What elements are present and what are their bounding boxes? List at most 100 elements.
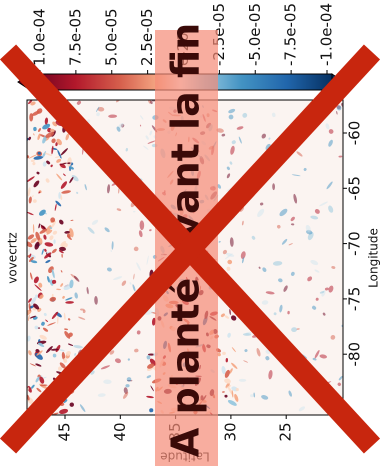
field-blob	[45, 319, 49, 322]
field-blob	[41, 248, 44, 255]
field-blob	[126, 377, 132, 382]
field-blob	[65, 133, 70, 141]
field-blob	[136, 330, 141, 335]
field-blob	[56, 288, 61, 291]
field-blob	[324, 287, 329, 291]
field-blob	[76, 191, 79, 194]
field-blob	[82, 309, 86, 314]
field-blob	[265, 356, 270, 361]
field-blob	[36, 171, 40, 175]
field-blob	[53, 239, 56, 244]
field-blob	[250, 394, 254, 398]
colorbar-tick-label: 5.0e-05	[102, 8, 120, 66]
x-tick-label: -80	[346, 342, 364, 367]
x-tick-label: -70	[346, 231, 364, 256]
field-blob	[291, 174, 301, 177]
field-blob	[227, 400, 237, 406]
field-blob	[238, 136, 242, 144]
field-blob	[35, 231, 41, 241]
colorbar-tick-label: 2.5e-05	[138, 8, 156, 66]
field-blob	[43, 234, 47, 240]
field-blob	[258, 266, 261, 269]
field-blob	[107, 184, 111, 194]
field-blob	[328, 139, 333, 147]
field-blob	[229, 308, 231, 316]
field-blob	[33, 133, 35, 136]
field-blob	[51, 138, 56, 144]
field-blob	[110, 249, 112, 253]
field-blob	[67, 318, 71, 321]
field-blob	[310, 260, 319, 266]
field-blob	[125, 384, 130, 388]
field-blob	[31, 195, 34, 197]
field-blob	[27, 211, 34, 216]
x-axis-label: Longitude	[367, 228, 380, 288]
field-blob	[84, 184, 87, 191]
field-blob	[225, 252, 235, 257]
field-blob	[272, 261, 283, 266]
field-blob	[50, 128, 55, 133]
field-blob	[50, 348, 59, 351]
field-blob	[36, 387, 42, 393]
field-blob	[314, 209, 320, 214]
field-blob	[51, 279, 57, 284]
field-blob	[33, 155, 43, 160]
field-blob	[67, 162, 71, 164]
field-blob	[146, 375, 152, 379]
field-blob	[325, 123, 330, 130]
field-blob	[27, 255, 31, 258]
field-blob	[133, 273, 135, 280]
field-blob	[74, 292, 78, 299]
field-blob	[73, 345, 83, 349]
field-blob	[290, 216, 295, 222]
field-blob	[123, 391, 129, 399]
field-blob	[65, 351, 71, 356]
field-blob	[336, 105, 342, 111]
field-blob	[104, 227, 110, 233]
field-blob	[35, 363, 42, 367]
field-blob	[64, 328, 68, 331]
field-blob	[224, 378, 231, 384]
field-blob	[34, 325, 39, 330]
field-blob	[60, 270, 63, 273]
field-blob	[38, 209, 46, 216]
field-blob	[261, 395, 269, 400]
field-blob	[63, 312, 66, 321]
field-blob	[140, 115, 144, 120]
field-blob	[69, 228, 74, 238]
field-blob	[39, 228, 48, 234]
field-blob	[44, 117, 49, 125]
field-blob	[65, 297, 73, 301]
field-blob	[236, 126, 244, 130]
field-blob	[106, 267, 112, 272]
field-blob	[139, 220, 145, 231]
field-blob	[46, 160, 51, 165]
field-blob	[229, 237, 234, 247]
field-blob	[225, 382, 230, 389]
field-blob	[303, 167, 307, 171]
variable-label: vovecrtz	[6, 232, 20, 283]
field-blob	[103, 379, 112, 385]
field-blob	[305, 224, 311, 232]
field-blob	[336, 110, 338, 115]
field-blob	[28, 314, 30, 322]
field-blob	[63, 399, 68, 403]
field-blob	[222, 249, 227, 255]
field-blob	[227, 332, 231, 338]
field-blob	[38, 191, 41, 194]
field-blob	[67, 157, 72, 167]
field-blob	[69, 176, 74, 184]
field-blob	[54, 203, 57, 211]
field-blob	[49, 296, 57, 302]
field-blob	[127, 358, 130, 361]
field-blob	[149, 229, 152, 232]
field-blob	[30, 260, 38, 264]
field-blob	[39, 294, 44, 300]
field-blob	[31, 384, 35, 389]
field-blob	[28, 100, 33, 105]
field-blob	[312, 357, 317, 361]
field-blob	[118, 123, 124, 129]
field-blob	[51, 269, 55, 279]
colorbar-tick-label: -7.5e-05	[282, 3, 300, 66]
field-blob	[32, 161, 36, 166]
